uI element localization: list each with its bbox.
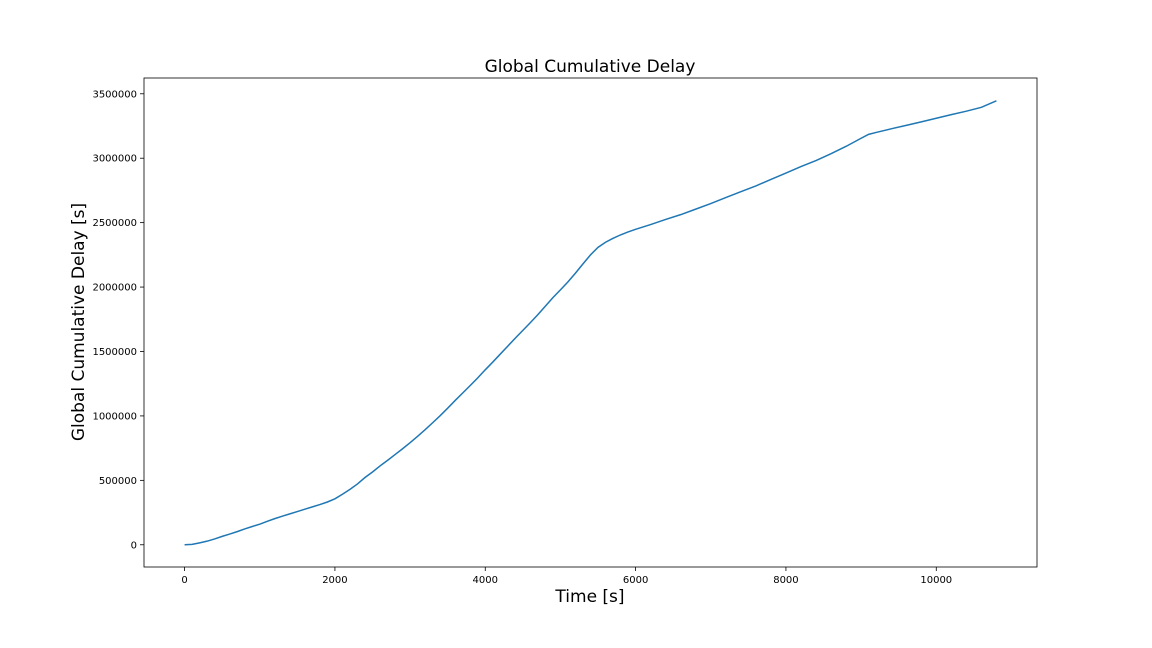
y-axis: 0 500000 1000000 1500000 2000000 2500000 30000… (92, 89, 144, 551)
y-tick-label: 3500000 (92, 89, 137, 100)
y-tick-label: 3000000 (92, 154, 137, 165)
x-tick-label: 2000 (322, 575, 347, 586)
x-axis: 0 2000 4000 6000 8000 10000 (181, 567, 952, 586)
y-tick-label: 2500000 (92, 218, 137, 229)
y-tick-label: 2000000 (92, 283, 137, 294)
x-tick-label: 4000 (473, 575, 498, 586)
y-tick-label: 500000 (99, 476, 137, 487)
x-tick-label: 10000 (920, 575, 952, 586)
chart-title: Global Cumulative Delay (485, 57, 696, 77)
series-line (184, 100, 997, 546)
y-tick-label: 1500000 (92, 347, 137, 358)
x-tick-label: 6000 (623, 575, 648, 586)
plot-frame (143, 77, 1038, 568)
x-axis-label: Time [s] (554, 587, 624, 607)
x-tick-label: 0 (181, 575, 187, 586)
x-tick-label: 8000 (773, 575, 798, 586)
y-axis-label: Global Cumulative Delay [s] (69, 203, 89, 441)
y-tick-label: 0 (131, 540, 137, 551)
y-tick-label: 1000000 (92, 411, 137, 422)
